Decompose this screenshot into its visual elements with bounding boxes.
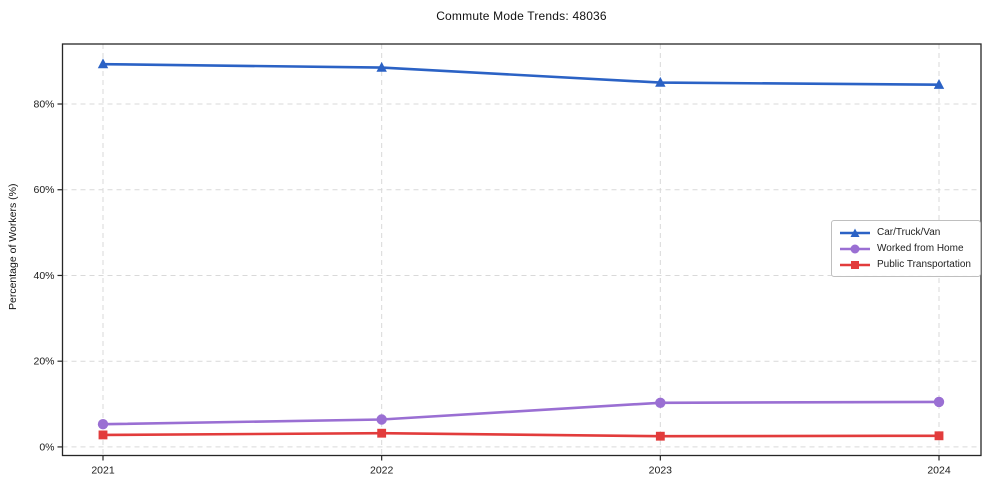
legend-entry-car-truck-van: Car/Truck/Van <box>839 226 972 239</box>
y-tick-label: 0% <box>39 441 54 453</box>
legend-label-car-truck-van: Car/Truck/Van <box>877 227 941 238</box>
legend-label-public-transportation: Public Transportation <box>877 259 971 270</box>
x-tick-label: 2021 <box>91 465 115 477</box>
legend-triangle-swatch-icon <box>840 228 870 237</box>
series-line-worked-from-home <box>101 400 941 426</box>
legend-entry-public-transportation: Public Transportation <box>839 258 972 271</box>
legend-label-worked-from-home: Worked from Home <box>877 243 964 254</box>
series-line-car-truck-van <box>101 62 941 87</box>
series-car-truck-van <box>97 58 945 89</box>
series-public-transportation <box>98 428 944 441</box>
y-tick-label: 40% <box>33 270 54 282</box>
y-tick-label: 20% <box>33 356 54 368</box>
series-worked-from-home <box>97 396 945 430</box>
legend-circle-swatch-icon <box>840 244 870 253</box>
x-tick-label: 2022 <box>370 465 394 477</box>
gridlines <box>62 44 981 456</box>
y-tick-label: 60% <box>33 184 54 196</box>
chart-legend: Car/Truck/Van Worked from Home Public Tran… <box>831 220 981 277</box>
legend-entry-worked-from-home: Worked from Home <box>839 242 972 255</box>
chart-title: Commute Mode Trends: 48036 <box>436 9 607 23</box>
x-tick-label: 2023 <box>649 465 673 477</box>
axes-frame <box>61 43 982 457</box>
series-line-public-transportation <box>101 431 941 438</box>
y-tick-label: 80% <box>33 99 54 111</box>
x-axis-ticks: 2021 2022 2023 2024 <box>91 455 951 477</box>
legend-square-swatch-icon <box>840 260 870 269</box>
y-axis-ticks: 0% 20% 40% 60% 80% <box>33 99 63 453</box>
x-tick-label: 2024 <box>927 465 951 477</box>
